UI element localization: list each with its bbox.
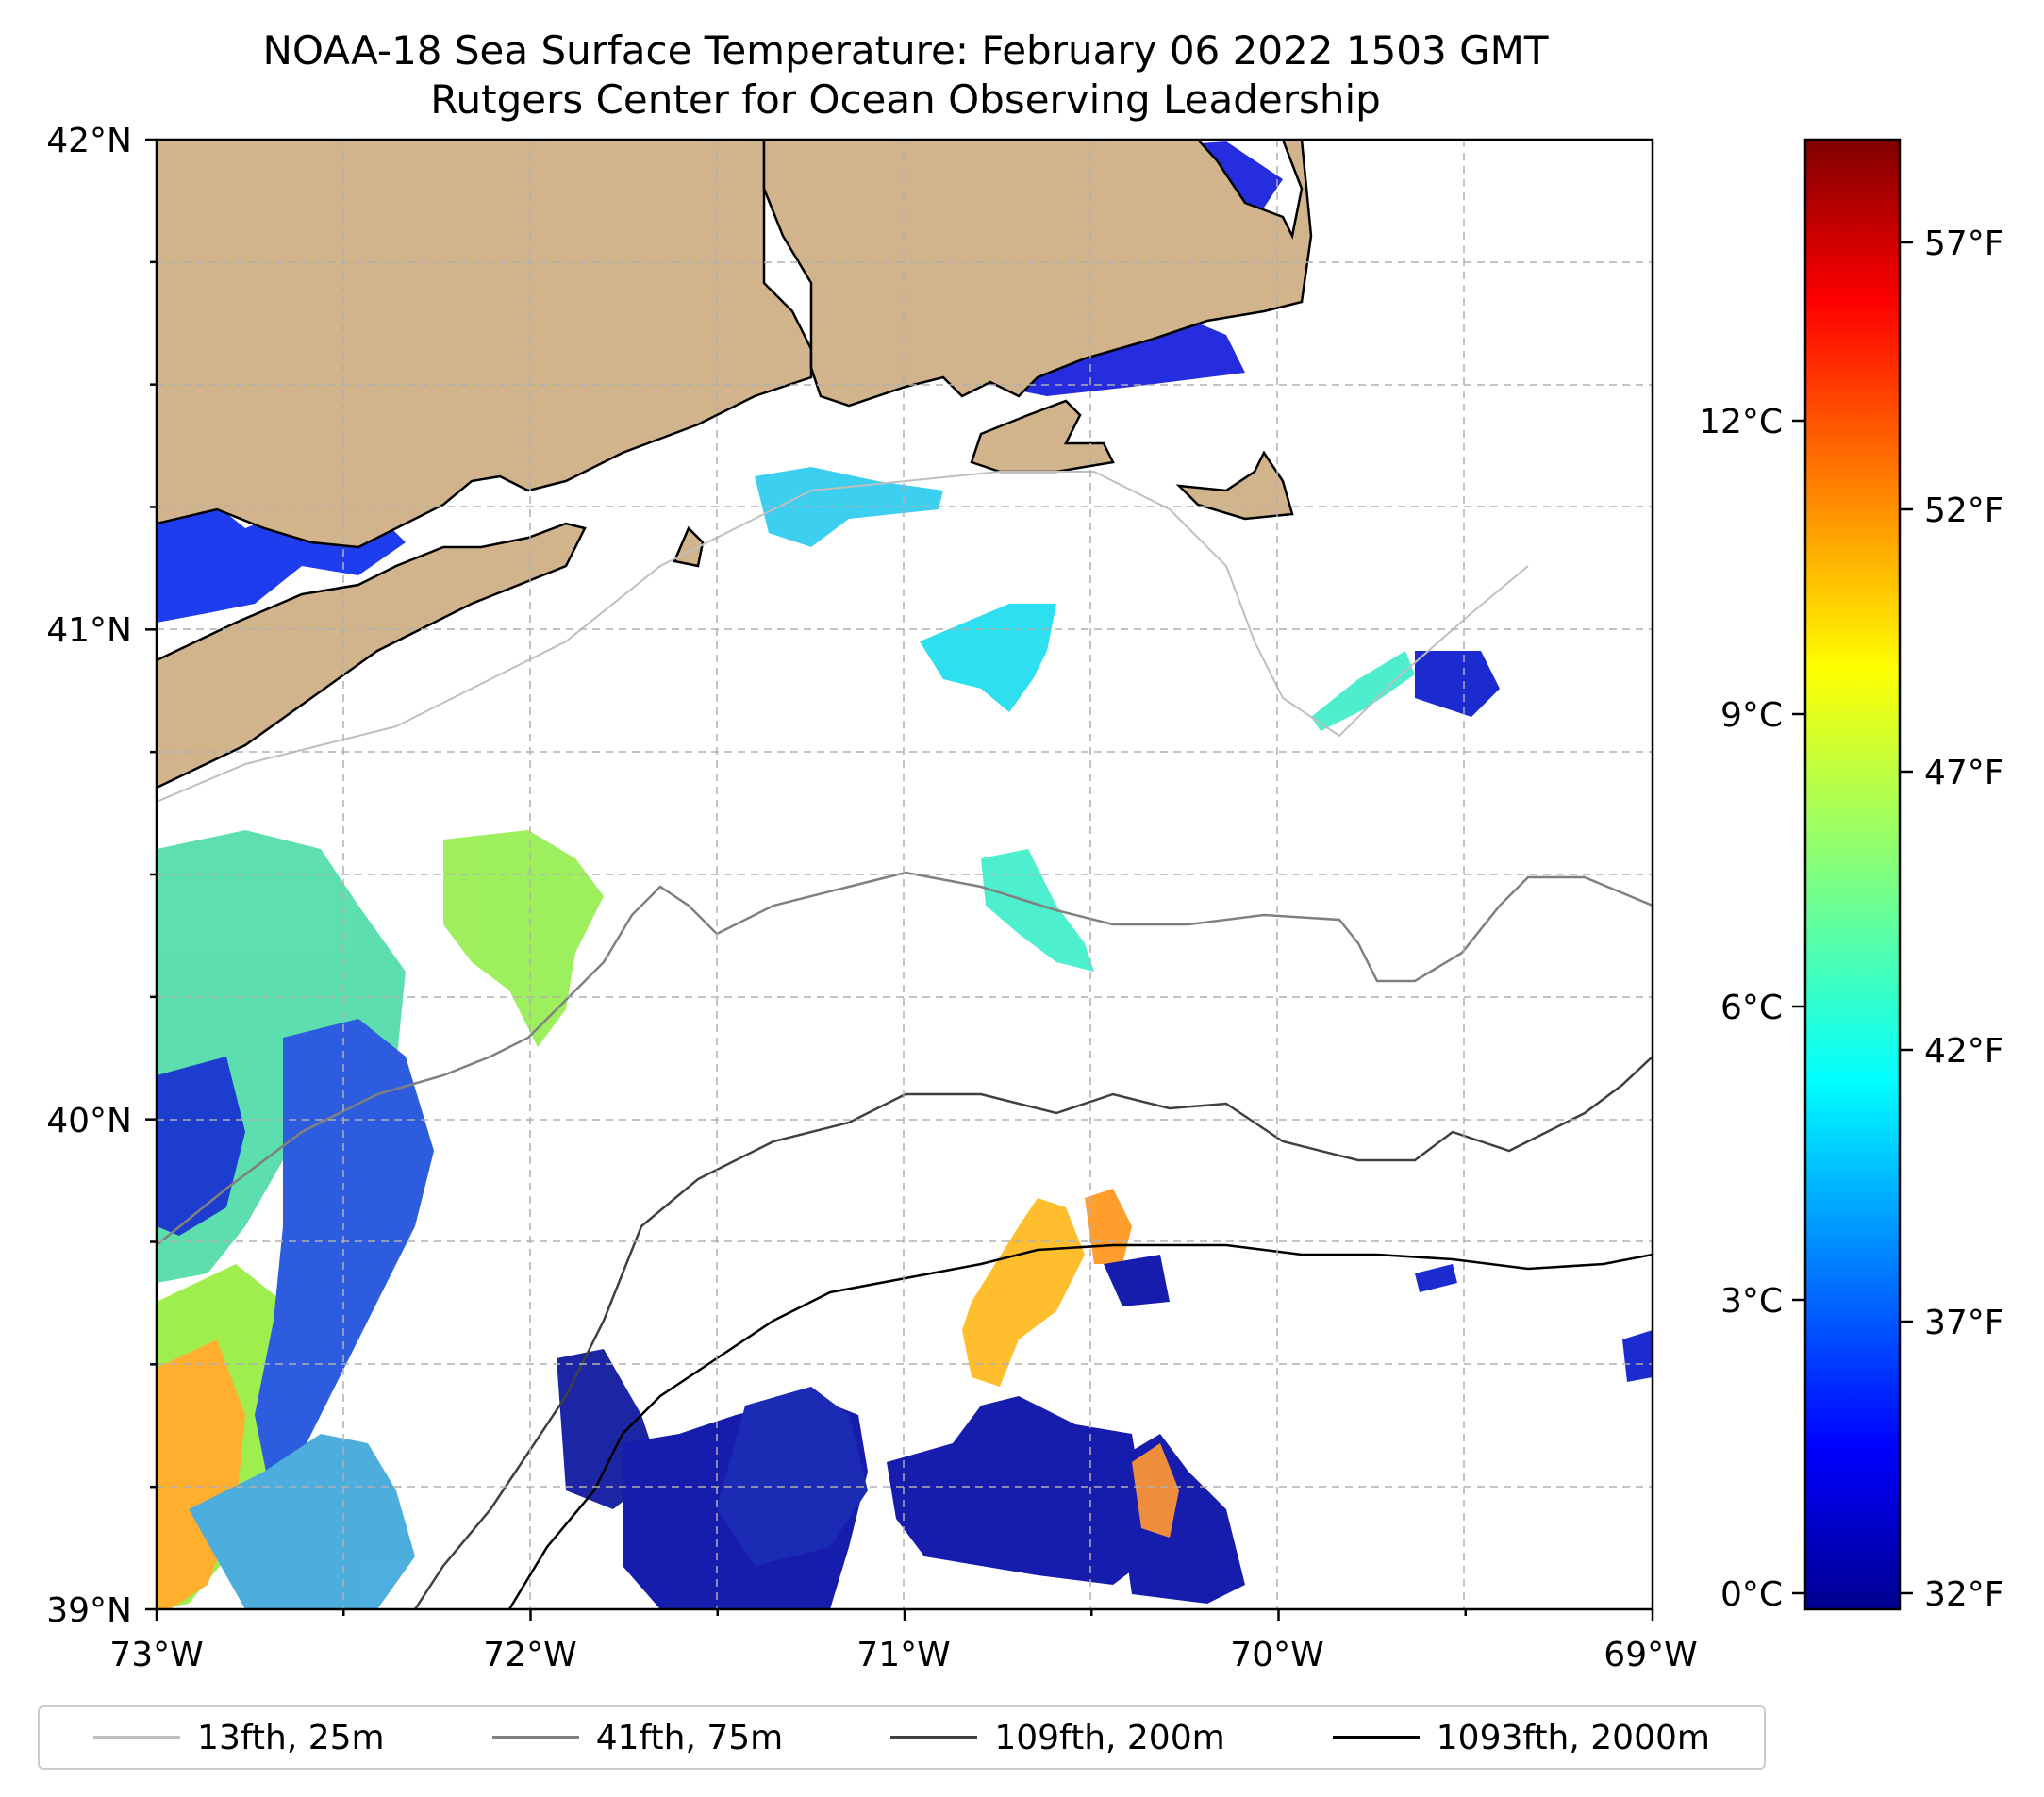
lon-tick-label: 70°W bbox=[1230, 1636, 1323, 1674]
sst-patch bbox=[1311, 651, 1415, 731]
colorbar-fahrenheit-label: 47°F bbox=[1924, 754, 2004, 792]
legend-item-75m: 41fth, 75m bbox=[491, 1718, 784, 1757]
legend-label: 41fth, 75m bbox=[595, 1718, 784, 1757]
legend-item-200m: 109fth, 200m bbox=[890, 1718, 1225, 1757]
legend-line-swatch bbox=[491, 1736, 579, 1739]
sst-patch bbox=[1622, 1330, 1653, 1382]
colorbar-fahrenheit-label: 57°F bbox=[1924, 225, 2004, 263]
legend-label: 13fth, 25m bbox=[197, 1718, 385, 1757]
land-cape-cod bbox=[762, 140, 1313, 408]
map-title: NOAA-18 Sea Surface Temperature: Februar… bbox=[262, 27, 1549, 74]
legend-item-2000m: 1093fth, 2000m bbox=[1332, 1718, 1710, 1757]
grid bbox=[157, 140, 1653, 1609]
colorbar-celsius-label: 0°C bbox=[1720, 1575, 1783, 1614]
colorbar-celsius-label: 6°C bbox=[1720, 989, 1783, 1027]
map-subtitle: Rutgers Center for Ocean Observing Leade… bbox=[430, 76, 1381, 123]
colorbar-fahrenheit-label: 37°F bbox=[1924, 1304, 2004, 1342]
lat-tick-label: 42°N bbox=[46, 122, 132, 160]
land bbox=[157, 140, 1313, 790]
lon-tick-label: 69°W bbox=[1604, 1636, 1697, 1674]
legend-line-swatch bbox=[93, 1736, 181, 1739]
land-marthas-vineyard bbox=[970, 399, 1115, 474]
land-nantucket bbox=[1175, 450, 1294, 521]
legend-label: 109fth, 200m bbox=[994, 1718, 1225, 1757]
contour-2000m bbox=[507, 1243, 1653, 1609]
lat-tick-label: 39°N bbox=[46, 1591, 132, 1630]
legend-label: 1093fth, 2000m bbox=[1436, 1718, 1710, 1757]
colorbar-ticks bbox=[1792, 241, 1913, 1595]
axis-ticks bbox=[145, 138, 1654, 1621]
colorbar-celsius-label: 9°C bbox=[1720, 696, 1783, 735]
sst-patch bbox=[157, 491, 406, 623]
sst-patch bbox=[920, 604, 1056, 712]
contour-25m bbox=[157, 471, 1529, 803]
lat-tick-label: 40°N bbox=[46, 1102, 132, 1140]
legend-item-25m: 13fth, 25m bbox=[93, 1719, 385, 1757]
legend-line-swatch bbox=[1332, 1736, 1420, 1739]
colorbar-fahrenheit-label: 52°F bbox=[1924, 491, 2004, 530]
depth-contours bbox=[157, 471, 1653, 1609]
lat-tick-label: 41°N bbox=[46, 611, 132, 650]
sst-patch bbox=[1415, 651, 1500, 717]
sst-patch bbox=[717, 1387, 868, 1566]
colorbar-fahrenheit-label: 42°F bbox=[1924, 1032, 2004, 1071]
sst-patch bbox=[887, 1396, 1151, 1585]
colorbar-celsius-label: 12°C bbox=[1699, 403, 1783, 441]
colorbar-celsius-label: 3°C bbox=[1720, 1282, 1783, 1321]
colorbar-fahrenheit-label: 32°F bbox=[1924, 1575, 2004, 1614]
legend-line-swatch bbox=[890, 1736, 978, 1739]
land-block-island bbox=[673, 525, 705, 568]
land-mainland-ct-ri bbox=[157, 140, 813, 549]
lon-tick-label: 72°W bbox=[483, 1636, 576, 1674]
contour-200m bbox=[413, 1056, 1653, 1609]
sst-patch bbox=[1132, 1443, 1179, 1538]
sst-patch bbox=[981, 849, 1094, 972]
sst-patch bbox=[443, 830, 604, 1047]
lon-tick-label: 73°W bbox=[109, 1636, 203, 1674]
colorbar bbox=[1803, 138, 1902, 1611]
land-long-island bbox=[157, 522, 587, 790]
depth-legend: 13fth, 25m 41fth, 75m 109fth, 200m 1093f… bbox=[38, 1705, 1766, 1770]
sst-patch bbox=[962, 1198, 1085, 1387]
sst-patch bbox=[1104, 1255, 1170, 1306]
contour-75m bbox=[157, 871, 1653, 1246]
sst-patch bbox=[255, 1019, 434, 1509]
sst-patch bbox=[1415, 1264, 1457, 1292]
sst-patch bbox=[189, 1434, 415, 1609]
lon-tick-label: 71°W bbox=[856, 1636, 950, 1674]
